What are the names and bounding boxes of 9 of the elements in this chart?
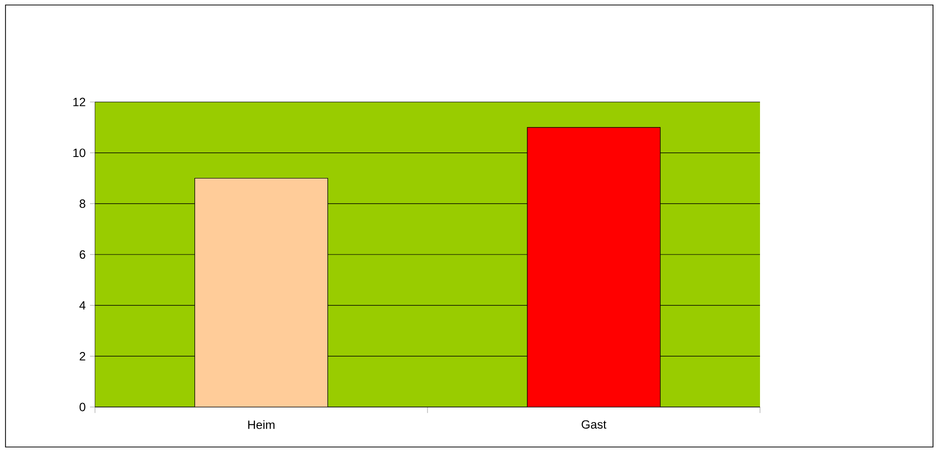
y-tick-label: 0 (80, 402, 86, 412)
x-tick-label: Heim (248, 420, 274, 430)
x-tick-label: Gast (582, 420, 606, 429)
y-tick-label: 6 (80, 250, 86, 259)
y-tick-label: 2 (80, 352, 86, 360)
y-tick-label: 12 (73, 98, 86, 106)
y-tick-label: 4 (79, 301, 86, 310)
y-tick-label: 10 (73, 148, 86, 158)
y-tick-label: 8 (80, 199, 86, 208)
